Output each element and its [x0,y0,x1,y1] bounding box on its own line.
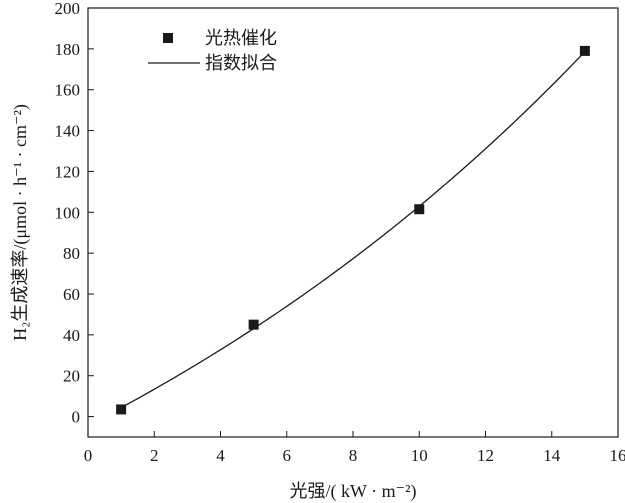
y-tick-label: 140 [55,122,81,141]
data-point [116,404,127,415]
legend-marker-scatter [163,33,173,43]
legend-label-scatter: 光热催化 [205,28,277,48]
fit-curve-line [120,51,586,409]
y-tick-label: 40 [63,326,80,345]
y-tick-label: 200 [55,0,81,18]
y-tick-label: 20 [63,367,80,386]
x-tick-label: 6 [283,446,292,465]
plot-frame [87,7,619,438]
x-tick-label: 16 [610,446,625,465]
x-axis-title: 光强/( kW · m⁻²) [289,481,416,502]
y-tick-label: 160 [55,81,81,100]
y-tick-label: 0 [72,408,81,427]
y-tick-label: 180 [55,40,81,59]
x-tick-label: 8 [349,446,358,465]
data-point [414,204,425,215]
legend-label-fit: 指数拟合 [205,53,277,73]
x-tick-label: 14 [543,446,561,465]
x-tick-label: 0 [84,446,93,465]
data-points-layer [116,45,590,415]
y-axis-title: H₂生成速率/(μmol · h⁻¹ · cm⁻²) [10,104,31,341]
fit-curve-layer [120,51,586,409]
x-tick-label: 2 [150,446,159,465]
x-tick-label: 4 [216,446,225,465]
y-tick-label: 120 [55,162,81,181]
x-tick-label: 12 [477,446,494,465]
y-tick-label: 100 [55,203,81,222]
data-point [248,319,259,330]
y-tick-label: 60 [63,285,80,304]
data-point [579,45,590,56]
y-tick-label: 80 [63,244,80,263]
x-tick-label: 10 [411,446,428,465]
